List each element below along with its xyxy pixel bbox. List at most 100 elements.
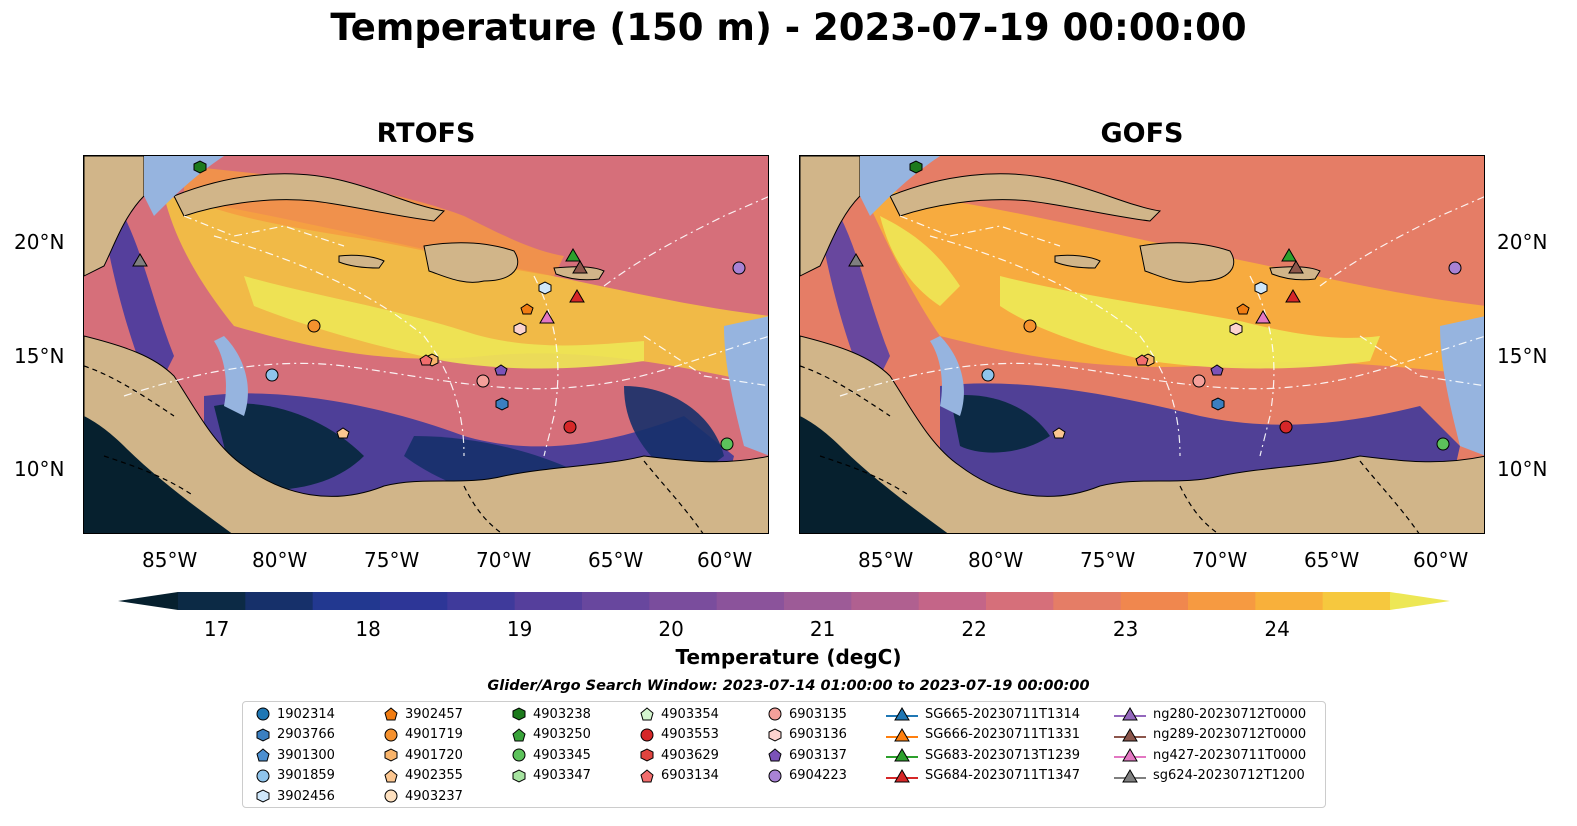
legend: 1902314 2903766 3901300 3901859 3902456 39024…	[242, 701, 1326, 808]
hexagon-marker-icon	[640, 748, 654, 762]
cool-west	[104, 216, 174, 396]
lon-tick-70w-rtofs: 70°W	[476, 548, 532, 572]
legend-label: ng289-20230712T0000	[1153, 727, 1307, 742]
legend-item: 4902355	[383, 768, 463, 784]
legend-item: 4903629	[639, 747, 719, 763]
lon-tick-75w-gofs: 75°W	[1080, 548, 1136, 572]
land-hispaniola	[423, 242, 519, 283]
circle-marker-icon	[768, 769, 782, 782]
marker-6903135	[476, 374, 490, 388]
legend-label: 4903238	[533, 706, 591, 722]
legend-label: SG665-20230711T1314	[925, 706, 1081, 722]
land-jamaica	[1054, 254, 1101, 269]
colorbar-swatch	[918, 592, 987, 610]
warm-yucatan	[880, 216, 960, 306]
warmest-band	[244, 276, 644, 369]
land-south-america	[800, 335, 1484, 533]
legend-item: 4903345	[511, 747, 591, 763]
land-jamaica	[338, 254, 385, 269]
triangle-marker-icon	[886, 748, 918, 762]
legend-item: 6903134	[639, 768, 719, 784]
colorbar-swatch	[649, 592, 718, 610]
pentagon-marker-icon	[768, 748, 782, 762]
colorbar-label: Temperature (degC)	[675, 645, 902, 669]
legend-label: ng427-20230711T0000	[1153, 747, 1307, 763]
hexagon-marker-icon	[512, 768, 526, 783]
legend-item: 2903766	[255, 727, 335, 743]
hexagon-marker-icon	[256, 789, 270, 803]
legend-item: 3902457	[383, 706, 463, 722]
legend-label: 4903347	[533, 768, 591, 783]
marker-4903553	[1279, 420, 1293, 434]
map-gofs	[800, 156, 1484, 533]
colorbar-swatch	[582, 592, 650, 610]
marker-ng427	[1255, 310, 1271, 324]
eez-boundaries	[123, 196, 768, 457]
pentagon-marker-icon	[640, 768, 654, 782]
marker-4903345	[1436, 437, 1450, 451]
marker-2903766	[495, 397, 509, 411]
legend-label: SG684-20230711T1347	[925, 768, 1081, 783]
land-cuba	[173, 173, 446, 222]
circle-marker-icon	[256, 707, 270, 721]
marker-6903137	[494, 364, 508, 376]
legend-label: 1902314	[277, 706, 335, 722]
panel-title-rtofs: RTOFS	[376, 118, 476, 149]
pacific-ocean	[84, 416, 232, 533]
colorbar-tick-label: 24	[1264, 617, 1290, 641]
hexagon-marker-icon	[512, 707, 526, 721]
marker-sg684	[569, 289, 585, 303]
colorbar-swatches	[118, 592, 1450, 610]
legend-label: 4903250	[533, 727, 591, 742]
marker-6903136	[1229, 322, 1243, 336]
colorbar-tick-label: 21	[809, 617, 836, 641]
lon-tick-70w-gofs: 70°W	[1192, 548, 1248, 572]
map-panel-gofs	[799, 155, 1485, 534]
legend-label: ng280-20230712T0000	[1153, 706, 1307, 722]
marker-4903238	[193, 160, 207, 174]
pentagon-marker-icon	[384, 707, 398, 721]
legend-label: 4903345	[533, 747, 591, 763]
lon-tick-65w-gofs: 65°W	[1304, 548, 1360, 572]
land-south-america	[84, 335, 768, 533]
legend-item: 6904223	[767, 768, 847, 784]
legend-label: 3902456	[277, 788, 335, 804]
legend-item: 4903250	[511, 727, 591, 743]
marker-4903553	[563, 420, 577, 434]
legend-item: 4903354	[639, 706, 719, 722]
legend-item: SG684-20230711T1347	[885, 768, 1080, 784]
cold-pool-west	[214, 403, 364, 490]
marker-3902457	[1236, 303, 1250, 315]
legend-item: ng289-20230712T0000	[1113, 727, 1306, 743]
colorbar-swatch	[1053, 592, 1122, 610]
lon-tick-80w-gofs: 80°W	[968, 548, 1024, 572]
marker-3902456	[1254, 281, 1268, 295]
map-rtofs	[84, 156, 768, 533]
marker-3902457	[520, 303, 534, 315]
legend-label: 6903136	[789, 727, 847, 742]
legend-item: 1902314	[255, 706, 335, 722]
colorbar-swatch	[1255, 592, 1324, 610]
shelf-nicaragua	[930, 336, 964, 416]
lat-tick-15n-right: 15°N	[1497, 344, 1548, 368]
legend-item: 4903238	[511, 706, 591, 722]
legend-item: 4903237	[383, 788, 463, 804]
cold-pool-west	[950, 395, 1050, 453]
colorbar-swatch	[245, 592, 314, 610]
marker-ng427	[539, 310, 555, 324]
colorbar-tick-label: 20	[658, 617, 684, 641]
legend-label: SG683-20230713T1239	[925, 747, 1081, 763]
legend-item: SG666-20230711T1331	[885, 727, 1080, 743]
legend-label: 4901719	[405, 727, 463, 742]
triangle-marker-icon	[1114, 748, 1146, 762]
lat-tick-20n-left: 20°N	[14, 230, 65, 254]
marker-4902355	[1052, 427, 1066, 439]
marker-3901859	[981, 368, 995, 382]
pentagon-marker-icon	[384, 768, 398, 782]
lon-tick-80w-rtofs: 80°W	[252, 548, 308, 572]
legend-label: 4901720	[405, 747, 463, 763]
shelf-east	[1440, 316, 1484, 456]
land-mexico	[800, 156, 861, 277]
marker-6903135	[1192, 374, 1206, 388]
circle-marker-icon	[384, 789, 398, 803]
